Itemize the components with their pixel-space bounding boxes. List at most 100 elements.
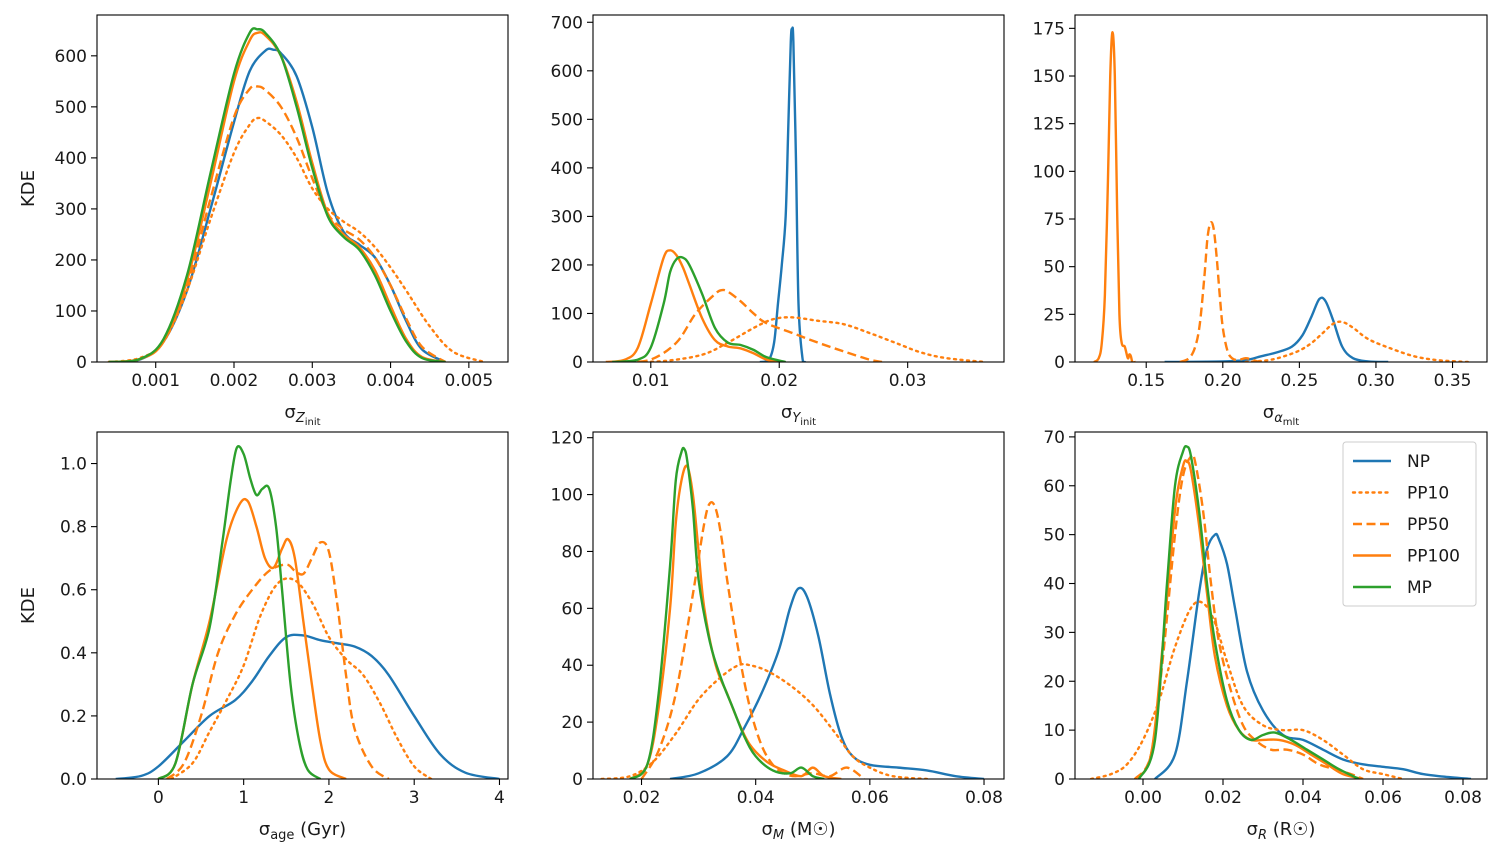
y-axis-label: KDE (18, 170, 39, 207)
x-tick-label: 0.08 (965, 788, 1003, 808)
series-line-mp (629, 446, 825, 779)
x-tick-label: 0.25 (1280, 371, 1318, 391)
y-tick-label: 100 (551, 304, 583, 324)
y-tick-label: 500 (551, 110, 583, 130)
legend-label-pp50: PP50 (1407, 515, 1449, 535)
y-tick-label: 200 (551, 256, 583, 276)
series-line-pp100 (1133, 459, 1364, 779)
x-tick-label: 0.02 (1204, 788, 1242, 808)
y-tick-label: 40 (561, 656, 583, 676)
y-tick-label: 20 (561, 713, 583, 733)
y-tick-label: 70 (1043, 428, 1065, 448)
y-axis-label: KDE (18, 587, 39, 624)
x-tick-label: 0.02 (623, 788, 661, 808)
y-tick-label: 300 (55, 200, 87, 220)
series-line-np (759, 26, 807, 362)
x-tick-label: 0.35 (1434, 371, 1472, 391)
x-axis-label: σZinit (284, 402, 320, 428)
axes-frame (96, 14, 509, 363)
y-tick-label: 600 (55, 47, 87, 67)
y-tick-label: 25 (1043, 305, 1065, 325)
x-tick-label: 0.003 (288, 371, 337, 391)
panel-bottom-left: 0 1 2 3 4 0.0 0.2 0.4 0.6 0.8 1.0 σage (Gyr) KDE (18, 431, 509, 843)
x-tick-label: 2 (324, 788, 335, 808)
x-tick-label: 0.06 (1364, 788, 1402, 808)
x-tick-label: 0.04 (1284, 788, 1322, 808)
x-axis-label: σage (Gyr) (259, 819, 346, 843)
series-group (1093, 30, 1470, 362)
series-line-pp10 (1089, 600, 1405, 779)
x-tick-label: 0.01 (632, 371, 670, 391)
series-line-pp100 (629, 464, 842, 779)
panel-bottom-middle: 0.02 0.04 0.06 0.08 0 20 40 60 80 100 120 σM (M☉) (551, 429, 1005, 843)
series-group (115, 445, 500, 779)
legend-label-pp10: PP10 (1407, 484, 1449, 504)
axes-frame (592, 14, 1005, 363)
x-tick-label: 0.00 (1124, 788, 1162, 808)
y-tick-label: 125 (1033, 115, 1065, 135)
y-tick-label: 175 (1033, 19, 1065, 39)
x-axis-label: σαmlt (1263, 402, 1300, 428)
axes-frame (592, 431, 1005, 780)
y-tick-label: 60 (1043, 477, 1065, 497)
y-tick-label: 0.0 (60, 770, 87, 790)
series-line-pp10 (623, 316, 986, 362)
series-line-pp10 (1244, 320, 1470, 362)
y-tick-label: 0.8 (60, 518, 87, 538)
y-tick-label: 0 (1054, 770, 1065, 790)
y-tick-label: 40 (1043, 575, 1065, 595)
series-group (605, 26, 986, 362)
legend-label-mp: MP (1407, 578, 1432, 598)
series-line-np (108, 47, 446, 362)
y-tick-label: 0 (76, 353, 87, 373)
y-tick-label: 150 (1033, 67, 1065, 87)
x-tick-label: 0.002 (210, 371, 259, 391)
axes-frame (1074, 14, 1488, 363)
y-tick-label: 0 (1054, 353, 1065, 373)
legend-label-np: NP (1407, 452, 1430, 472)
series-line-pp100 (605, 249, 780, 362)
x-tick-label: 0.20 (1204, 371, 1242, 391)
panel-top-middle: 0.01 0.02 0.03 0 100 200 300 400 500 600 700 σYinit (551, 13, 1005, 428)
y-tick-label: 600 (551, 62, 583, 82)
series-line-pp50 (640, 501, 865, 779)
series-line-np (1164, 296, 1389, 362)
series-line-pp10 (169, 577, 433, 779)
y-tick-label: 400 (55, 149, 87, 169)
legend-label-pp100: PP100 (1407, 547, 1460, 567)
x-axis-label: σM (M☉) (761, 819, 835, 843)
series-line-pp100 (1093, 30, 1136, 362)
y-tick-label: 400 (551, 159, 583, 179)
axes-frame (1074, 431, 1488, 780)
x-tick-label: 0.15 (1127, 371, 1165, 391)
y-tick-label: 10 (1043, 721, 1065, 741)
series-line-pp100 (108, 31, 446, 362)
series-line-mp (157, 445, 322, 779)
x-tick-label: 0.04 (737, 788, 775, 808)
x-tick-label: 4 (494, 788, 505, 808)
y-tick-label: 30 (1043, 623, 1065, 643)
y-tick-label: 100 (551, 486, 583, 506)
series-line-pp50 (624, 288, 883, 362)
y-tick-label: 0.2 (60, 707, 87, 727)
x-tick-label: 0.30 (1357, 371, 1395, 391)
x-tick-label: 1 (238, 788, 249, 808)
y-tick-label: 0 (572, 770, 583, 790)
x-tick-label: 0.005 (445, 371, 494, 391)
y-tick-label: 500 (55, 98, 87, 118)
series-line-mp (108, 27, 446, 362)
y-tick-label: 75 (1043, 210, 1065, 230)
series-line-mp (612, 255, 786, 362)
series-line-np (1154, 532, 1472, 779)
panel-top-left: 0.001 0.002 0.003 0.004 0.005 0 100 200 300 400 50… (18, 14, 509, 428)
y-tick-label: 60 (561, 599, 583, 619)
x-tick-label: 0.02 (760, 371, 798, 391)
y-tick-label: 100 (55, 302, 87, 322)
y-tick-label: 200 (55, 251, 87, 271)
y-tick-label: 0.4 (60, 644, 87, 664)
x-tick-label: 0.004 (366, 371, 415, 391)
axes-frame (96, 431, 509, 780)
y-tick-label: 50 (1043, 526, 1065, 546)
series-line-pp10 (600, 662, 929, 779)
